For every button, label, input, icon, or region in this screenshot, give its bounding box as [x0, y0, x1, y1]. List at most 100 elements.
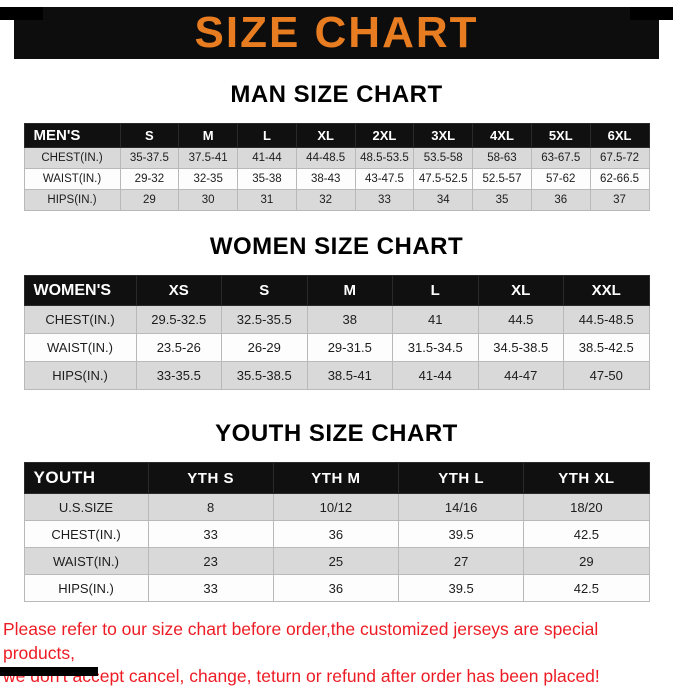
footer-disclaimer: Please refer to our size chart before or… — [3, 618, 670, 689]
row-label-cell: CHEST(IN.) — [23, 147, 121, 169]
size-column-header: YTH S — [147, 462, 274, 494]
table-title-cell: WOMEN'S — [23, 275, 137, 306]
bottom-left-corner-block — [0, 667, 98, 676]
size-column-header: M — [306, 275, 393, 306]
size-value-cell: 33 — [147, 520, 274, 548]
size-value-cell: 33 — [147, 574, 274, 602]
table-row: WAIST(IN.) 23.5-26 26-29 29-31.5 31.5-34.5 34… — [23, 333, 650, 362]
size-value-cell: 29 — [119, 189, 180, 211]
size-value-cell: 34.5-38.5 — [477, 333, 564, 362]
table-row: CHEST(IN.) 33 36 39.5 42.5 — [23, 520, 650, 548]
size-value-cell: 37 — [589, 189, 650, 211]
table-header-row: YOUTH YTH S YTH M YTH L YTH XL — [23, 462, 650, 494]
size-value-cell: 44-47 — [477, 361, 564, 390]
table-row: WAIST(IN.) 23 25 27 29 — [23, 547, 650, 575]
youth-section-heading: YOUTH SIZE CHART — [215, 420, 458, 447]
size-value-cell: 29-32 — [119, 168, 180, 190]
row-label-cell: HIPS(IN.) — [23, 189, 121, 211]
size-value-cell: 47-50 — [563, 361, 650, 390]
size-value-cell: 47.5-52.5 — [413, 168, 474, 190]
size-column-header: XXL — [563, 275, 650, 306]
size-value-cell: 14/16 — [397, 493, 525, 521]
size-value-cell: 53.5-58 — [413, 147, 474, 169]
size-value-cell: 32-35 — [178, 168, 239, 190]
size-value-cell: 63-67.5 — [530, 147, 591, 169]
size-value-cell: 39.5 — [397, 520, 525, 548]
row-label-cell: WAIST(IN.) — [23, 333, 137, 362]
size-column-header: 4XL — [472, 123, 532, 148]
size-column-header: YTH M — [272, 462, 400, 494]
row-label-cell: U.S.SIZE — [23, 493, 149, 521]
size-value-cell: 62-66.5 — [589, 168, 650, 190]
table-header-row: MEN'S S M L XL 2XL 3XL 4XL 5XL 6XL — [23, 123, 650, 148]
row-label-cell: CHEST(IN.) — [23, 520, 149, 548]
table-title-cell: YOUTH — [23, 462, 149, 494]
size-value-cell: 38.5-42.5 — [563, 333, 650, 362]
size-column-header: L — [392, 275, 479, 306]
table-row: U.S.SIZE 8 10/12 14/16 18/20 — [23, 493, 650, 521]
youth-size-table: YOUTH YTH S YTH M YTH L YTH XL U.S.SIZE 8 10/12… — [23, 462, 650, 602]
size-value-cell: 42.5 — [523, 574, 650, 602]
size-column-header: M — [178, 123, 239, 148]
size-value-cell: 36 — [272, 520, 400, 548]
size-value-cell: 33 — [354, 189, 415, 211]
size-value-cell: 39.5 — [397, 574, 525, 602]
page-title: SIZE CHART — [194, 8, 479, 57]
size-value-cell: 37.5-41 — [178, 147, 239, 169]
size-chart-banner: SIZE CHART — [14, 7, 659, 59]
table-row: HIPS(IN.) 29 30 31 32 33 34 35 36 37 — [23, 189, 650, 211]
size-column-header: 2XL — [354, 123, 415, 148]
size-value-cell: 35 — [472, 189, 532, 211]
size-value-cell: 33-35.5 — [135, 361, 222, 390]
size-value-cell: 36 — [272, 574, 400, 602]
row-label-cell: CHEST(IN.) — [23, 305, 137, 334]
size-column-header: S — [221, 275, 308, 306]
size-value-cell: 23 — [147, 547, 274, 575]
size-value-cell: 10/12 — [272, 493, 400, 521]
size-column-header: XL — [477, 275, 564, 306]
size-value-cell: 35-37.5 — [119, 147, 180, 169]
table-row: HIPS(IN.) 33-35.5 35.5-38.5 38.5-41 41-44 44-… — [23, 361, 650, 390]
table-row: CHEST(IN.) 29.5-32.5 32.5-35.5 38 41 44.5 44.5… — [23, 305, 650, 334]
size-value-cell: 35-38 — [237, 168, 297, 190]
size-value-cell: 18/20 — [523, 493, 650, 521]
size-column-header: XS — [135, 275, 222, 306]
size-value-cell: 29-31.5 — [306, 333, 393, 362]
size-value-cell: 36 — [530, 189, 591, 211]
table-header-row: WOMEN'S XS S M L XL XXL — [23, 275, 650, 306]
size-value-cell: 67.5-72 — [589, 147, 650, 169]
size-value-cell: 32.5-35.5 — [221, 305, 308, 334]
size-value-cell: 41-44 — [237, 147, 297, 169]
table-row: HIPS(IN.) 33 36 39.5 42.5 — [23, 574, 650, 602]
size-value-cell: 25 — [272, 547, 400, 575]
size-value-cell: 58-63 — [472, 147, 532, 169]
size-value-cell: 38 — [306, 305, 393, 334]
size-value-cell: 34 — [413, 189, 474, 211]
size-column-header: XL — [295, 123, 356, 148]
table-title-cell: MEN'S — [23, 123, 121, 148]
size-value-cell: 35.5-38.5 — [221, 361, 308, 390]
size-value-cell: 38.5-41 — [306, 361, 393, 390]
size-value-cell: 44.5 — [477, 305, 564, 334]
size-value-cell: 48.5-53.5 — [354, 147, 415, 169]
size-value-cell: 38-43 — [295, 168, 356, 190]
size-value-cell: 32 — [295, 189, 356, 211]
size-value-cell: 30 — [178, 189, 239, 211]
size-value-cell: 52.5-57 — [472, 168, 532, 190]
size-value-cell: 31 — [237, 189, 297, 211]
women-size-table: WOMEN'S XS S M L XL XXL CHEST(IN.) 29.5-32.5 32.5… — [23, 275, 650, 390]
size-column-header: L — [237, 123, 297, 148]
size-value-cell: 41-44 — [392, 361, 479, 390]
footer-note-line1: Please refer to our size chart before or… — [3, 619, 599, 663]
row-label-cell: WAIST(IN.) — [23, 168, 121, 190]
top-left-corner-block — [0, 7, 43, 20]
table-row: CHEST(IN.) 35-37.5 37.5-41 41-44 44-48.5 48.5… — [23, 147, 650, 169]
top-right-corner-block — [630, 7, 673, 20]
size-column-header: 3XL — [413, 123, 474, 148]
size-value-cell: 41 — [392, 305, 479, 334]
size-value-cell: 31.5-34.5 — [392, 333, 479, 362]
women-section-heading: WOMEN SIZE CHART — [209, 233, 464, 260]
table-row: WAIST(IN.) 29-32 32-35 35-38 38-43 43-47.5 47.… — [23, 168, 650, 190]
size-value-cell: 57-62 — [530, 168, 591, 190]
men-section-heading: MAN SIZE CHART — [230, 81, 443, 108]
